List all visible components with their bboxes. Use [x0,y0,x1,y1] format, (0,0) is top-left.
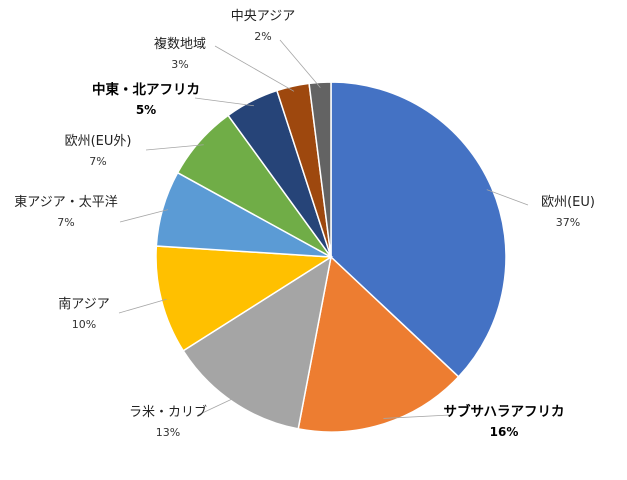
pie-slices [155,81,507,433]
slice-6-label: 欧州(EU外) 7% [65,134,132,168]
slice-7-value-label: 5% [136,103,156,117]
slice-5-value-label: 7% [57,216,74,229]
slice-9-leader-line [279,39,321,88]
slice-7-label: 中東・北アフリカ 5% [92,81,200,117]
slice-2-leader-line [383,414,451,419]
slice-3-wedge [182,255,333,430]
slice-3-leader-line [197,397,236,416]
slice-9-value-label: 2% [254,30,271,43]
slice-4-category-label: 南アジア [58,296,109,312]
slice-4-label: 南アジア 10% [58,296,109,331]
slice-9-label: 中央アジア 2% [231,9,295,43]
slice-2-category-label: サブサハラアフリカ [444,403,565,420]
slice-1-value-label: 37% [556,216,580,229]
leader-lines [118,39,529,419]
slice-3-category-label: ラ米・カリブ [129,404,207,420]
slice-5-category-label: 東アジア・太平洋 [14,194,117,210]
slice-6-leader-line [145,144,204,151]
slice-5-label: 東アジア・太平洋 7% [14,194,117,229]
slice-8-value-label: 3% [171,58,188,71]
slice-2-wedge [297,255,460,433]
slice-4-leader-line [118,298,167,314]
slice-9-category-label: 中央アジア [231,9,295,24]
slice-8-label: 複数地域 3% [154,36,206,71]
slice-1-leader-line [486,189,529,206]
slice-1-wedge [330,81,507,378]
slice-3-label: ラ米・カリブ 13% [129,404,207,439]
slice-2-value-label: 16% [490,425,519,439]
slice-labels: 欧州(EU) 37% サブサハラアフリカ 16% ラ米・カリブ 13% 南アジア 10% 東アジ… [14,9,595,439]
slice-2-label: サブサハラアフリカ 16% [444,403,565,439]
slice-5-leader-line [119,209,169,223]
slice-7-category-label: 中東・北アフリカ [92,81,200,98]
slice-7-leader-line [194,97,254,107]
slice-3-value-label: 13% [156,426,180,439]
slice-6-category-label: 欧州(EU外) [65,134,132,149]
slice-1-category-label: 欧州(EU) [541,195,595,210]
slice-1-label: 欧州(EU) 37% [541,195,595,229]
slice-6-value-label: 7% [89,155,106,168]
slice-9-wedge [308,81,332,258]
slice-8-leader-line [214,45,295,92]
slice-4-value-label: 10% [72,318,96,331]
slice-8-category-label: 複数地域 [154,36,206,52]
